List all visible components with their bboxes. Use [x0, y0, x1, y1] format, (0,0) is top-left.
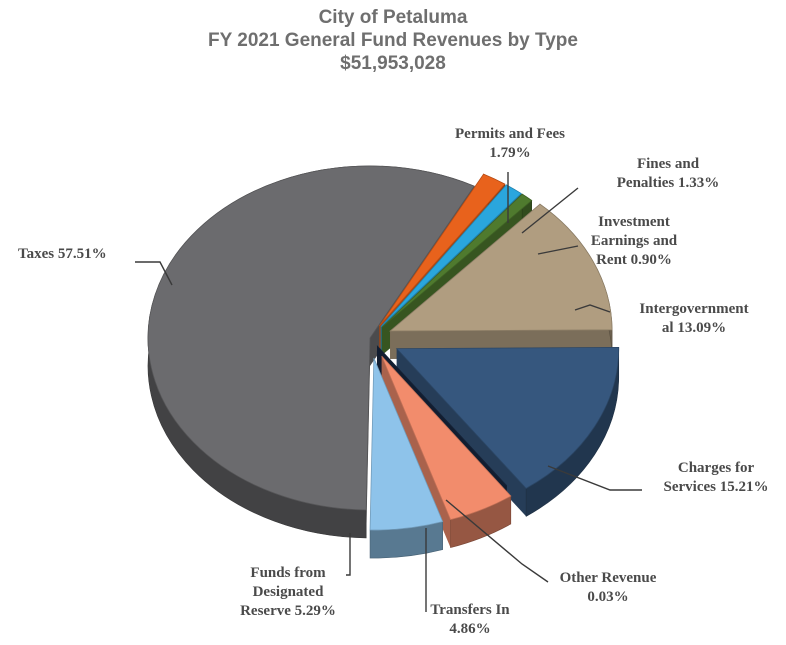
slice-label: Charges for Services 15.21% — [664, 460, 769, 495]
slice-label: Funds from Designated Reserve 5.29% — [240, 565, 336, 619]
slice-label: Other Revenue 0.03% — [560, 570, 657, 605]
chart-subtitle: FY 2021 General Fund Revenues by Type — [208, 30, 578, 51]
chart-total: $51,953,028 — [340, 53, 446, 74]
slice-label: Investment Earnings and Rent 0.90% — [591, 214, 678, 268]
leader-line — [547, 465, 642, 491]
slice-label: Transfers In 4.86% — [430, 602, 510, 637]
slice-label: Intergovernment al 13.09% — [639, 301, 748, 336]
chart-title: City of Petaluma — [318, 7, 468, 28]
leader-line — [346, 533, 351, 576]
leader-line — [537, 245, 579, 255]
leader-line — [574, 304, 611, 313]
pie-slice-funds-from-designated-reserve — [369, 357, 444, 559]
chart-title-block: City of Petaluma FY 2021 General Fund Re… — [0, 6, 786, 75]
slice-label: Permits and Fees 1.79% — [455, 126, 565, 161]
leader-line — [445, 499, 549, 583]
leader-line — [135, 261, 173, 286]
slice-label: Fines and Penalties 1.33% — [617, 156, 720, 191]
leader-line — [521, 187, 579, 234]
slice-label: Taxes 57.51% — [18, 246, 107, 262]
